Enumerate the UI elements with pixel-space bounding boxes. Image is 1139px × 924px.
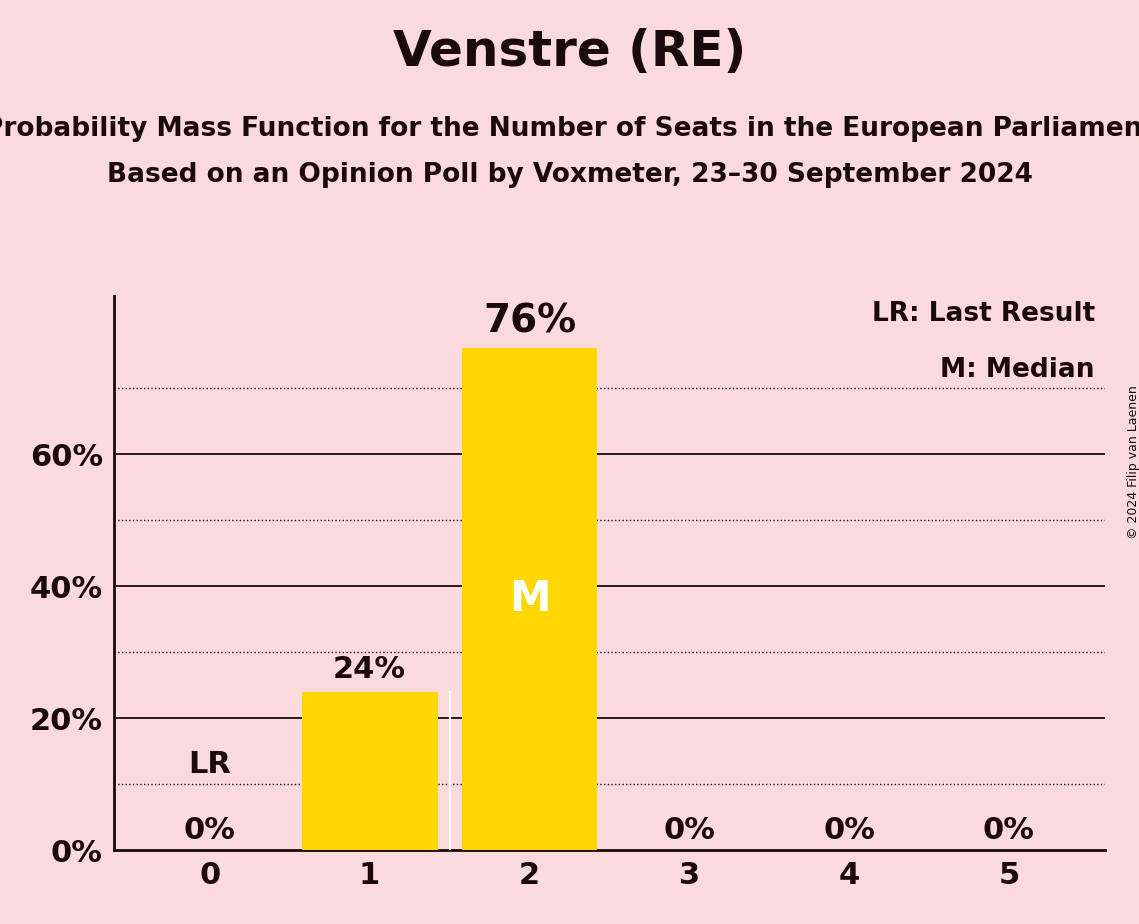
Text: 0%: 0% <box>983 816 1035 845</box>
Bar <box>461 348 597 850</box>
Text: 0%: 0% <box>823 816 875 845</box>
Text: LR: Last Result: LR: Last Result <box>871 301 1095 327</box>
Bar <box>302 692 437 850</box>
Text: Based on an Opinion Poll by Voxmeter, 23–30 September 2024: Based on an Opinion Poll by Voxmeter, 23… <box>107 162 1032 188</box>
Text: M: M <box>509 578 550 620</box>
Text: 76%: 76% <box>483 302 576 341</box>
Text: Venstre (RE): Venstre (RE) <box>393 28 746 76</box>
Text: 0%: 0% <box>183 816 236 845</box>
Text: 24%: 24% <box>333 655 407 684</box>
Text: 0%: 0% <box>663 816 715 845</box>
Text: Probability Mass Function for the Number of Seats in the European Parliament: Probability Mass Function for the Number… <box>0 116 1139 141</box>
Text: LR: LR <box>188 749 231 779</box>
Text: M: Median: M: Median <box>941 357 1095 383</box>
Text: © 2024 Filip van Laenen: © 2024 Filip van Laenen <box>1126 385 1139 539</box>
